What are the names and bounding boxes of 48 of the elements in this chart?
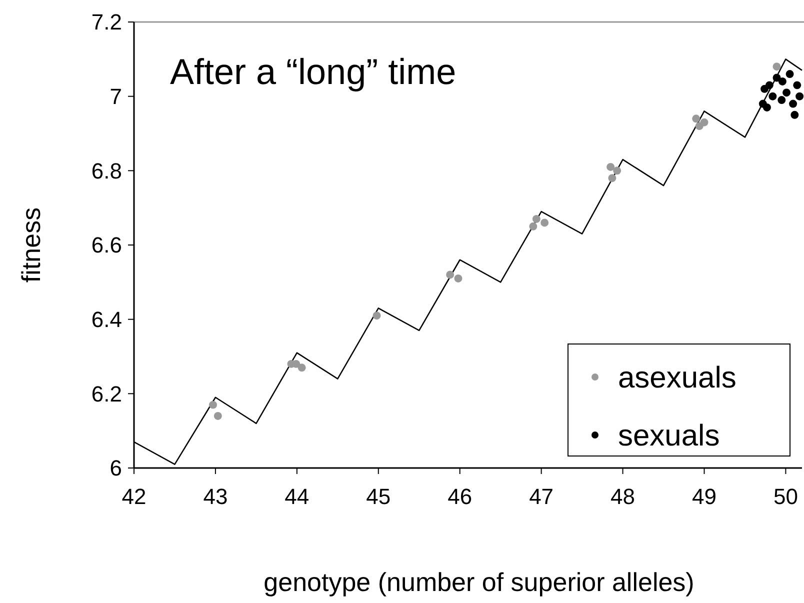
point [772, 74, 781, 82]
x-tick-label: 46 [448, 484, 472, 509]
y-axis-title: fitness [16, 207, 46, 283]
x-tick-label: 45 [366, 484, 391, 509]
y-tick-label: 6.8 [91, 158, 122, 184]
x-tick-label: 50 [773, 484, 798, 509]
point [608, 174, 616, 182]
y-tick-label: 7 [110, 84, 122, 110]
point [298, 364, 306, 372]
point [700, 118, 708, 126]
point [209, 400, 218, 409]
point [692, 114, 700, 123]
point [372, 312, 381, 320]
point [789, 100, 798, 108]
legend-label: asexuals [618, 362, 736, 394]
x-tick-label: 44 [284, 484, 310, 509]
x-tick-label: 43 [203, 484, 228, 509]
x-axis-title: genotype (number of superior alleles) [264, 567, 694, 597]
point [796, 92, 804, 100]
point [529, 222, 538, 230]
point [768, 92, 777, 100]
y-tick-label: 7.2 [91, 10, 122, 35]
point [765, 81, 774, 90]
point [778, 77, 786, 86]
point [762, 104, 771, 112]
legend-label: sexuals [618, 420, 720, 452]
point [778, 96, 786, 104]
point [613, 166, 622, 175]
point [532, 215, 540, 223]
point [786, 70, 794, 78]
x-tick-label: 47 [529, 484, 554, 509]
point [772, 62, 781, 71]
point [793, 81, 802, 90]
y-tick-label: 6.4 [91, 307, 122, 332]
y-tick-label: 6.6 [91, 232, 122, 258]
text: After a “long” time [170, 51, 456, 92]
point [606, 162, 615, 171]
y-tick-label: 6.2 [91, 381, 122, 406]
point [782, 88, 791, 97]
point [214, 412, 222, 420]
x-tick-label: 42 [122, 484, 146, 509]
point [540, 218, 549, 227]
x-tick-label: 48 [610, 484, 636, 509]
point [454, 274, 462, 282]
point [446, 270, 454, 279]
point [790, 110, 799, 119]
y-tick-label: 6 [110, 456, 122, 481]
x-tick-label: 49 [692, 484, 716, 509]
